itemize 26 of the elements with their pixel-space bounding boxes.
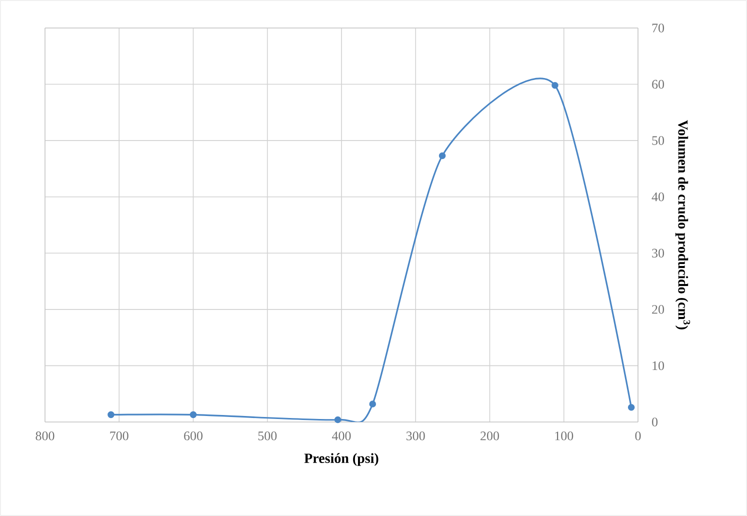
point	[438, 152, 446, 160]
point	[552, 82, 558, 89]
y-tick-label: 10	[652, 361, 664, 370]
x-tick-label: 600	[184, 432, 203, 440]
y-tick-label: 0	[652, 418, 658, 426]
point	[369, 400, 376, 408]
point	[108, 411, 114, 418]
x-axis-title: Presión (psi)	[304, 453, 378, 466]
x-tick-label: 700	[110, 432, 128, 440]
y-tick-label: 60	[652, 80, 664, 89]
x-tick-label: 0	[635, 432, 641, 440]
x-tick-label: 300	[406, 432, 425, 440]
x-tick-label: 100	[555, 432, 574, 440]
y-tick-label: 30	[652, 248, 664, 258]
y-tick-label: 50	[652, 136, 664, 145]
x-tick-label: 200	[480, 432, 499, 440]
y-tick-label: 70	[652, 24, 664, 32]
x-tick-label: 400	[332, 432, 351, 440]
point	[628, 404, 635, 411]
point	[334, 416, 342, 424]
y-tick-label: 20	[652, 305, 664, 314]
point	[190, 411, 197, 418]
x-tick-label: 500	[258, 432, 277, 440]
y-tick-label: 40	[652, 192, 664, 202]
x-tick-label: 800	[36, 432, 54, 440]
text: Volumen de crudo producido (cm$^{3}$)	[675, 120, 690, 330]
